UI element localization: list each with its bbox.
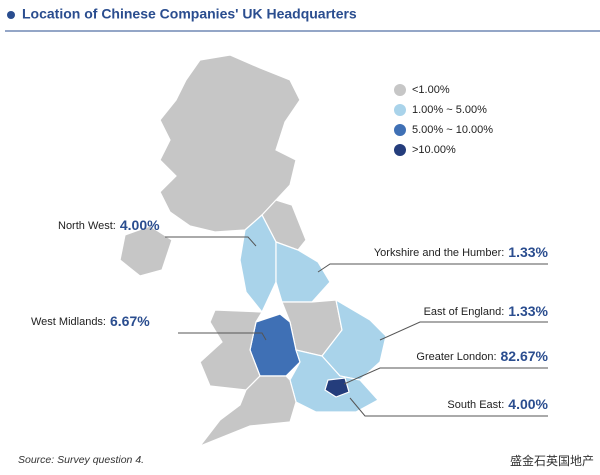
region-label: North West: 4.00% bbox=[58, 217, 160, 233]
legend-swatch bbox=[394, 84, 406, 96]
region-northern-ireland bbox=[119, 225, 173, 277]
leader-line bbox=[165, 236, 257, 247]
leader-line bbox=[317, 263, 548, 273]
legend-label: 5.00% ~ 10.00% bbox=[412, 124, 493, 136]
region-greater-london bbox=[324, 377, 350, 398]
region-value: 6.67% bbox=[110, 313, 150, 329]
legend-swatch bbox=[394, 124, 406, 136]
region-name: South East: bbox=[447, 399, 504, 411]
region-value: 1.33% bbox=[508, 244, 548, 260]
leader-line bbox=[343, 367, 548, 385]
leader-line bbox=[379, 321, 548, 341]
region-name: North West: bbox=[58, 220, 116, 232]
region-labels: North West: 4.00% Yorkshire and the Humber… bbox=[31, 217, 549, 412]
region-label: West Midlands: 6.67% bbox=[31, 313, 150, 329]
region-yorkshire bbox=[275, 241, 331, 303]
legend-swatch bbox=[394, 144, 406, 156]
title-bullet bbox=[7, 11, 15, 19]
region-name: West Midlands: bbox=[31, 316, 106, 328]
region-value: 82.67% bbox=[501, 348, 549, 364]
region-value: 1.33% bbox=[508, 303, 548, 319]
region-label: South East: 4.00% bbox=[447, 396, 548, 412]
legend-label: 1.00% ~ 5.00% bbox=[412, 104, 487, 116]
watermark: 盛金石英国地产 bbox=[510, 453, 594, 468]
legend-label: <1.00% bbox=[412, 84, 450, 96]
map bbox=[119, 54, 387, 448]
region-south-west bbox=[198, 375, 297, 448]
region-label: East of England: 1.33% bbox=[424, 303, 549, 319]
region-label: Yorkshire and the Humber: 1.33% bbox=[374, 244, 549, 260]
region-name: East of England: bbox=[424, 306, 505, 318]
legend: <1.00% 1.00% ~ 5.00% 5.00% ~ 10.00% >10.00% bbox=[394, 84, 493, 156]
region-value: 4.00% bbox=[120, 217, 160, 233]
leader-line bbox=[178, 332, 267, 341]
region-value: 4.00% bbox=[508, 396, 548, 412]
source: Source: Survey question 4. bbox=[18, 454, 144, 466]
title: Location of Chinese Companies' UK Headqu… bbox=[22, 6, 357, 22]
leader-line bbox=[349, 397, 548, 417]
region-north-west bbox=[239, 214, 277, 314]
region-label: Greater London: 82.67% bbox=[416, 348, 548, 364]
legend-label: >10.00% bbox=[412, 144, 456, 156]
region-name: Greater London: bbox=[416, 351, 496, 363]
leaders bbox=[165, 236, 548, 417]
legend-swatch bbox=[394, 104, 406, 116]
region-name: Yorkshire and the Humber: bbox=[374, 247, 504, 259]
